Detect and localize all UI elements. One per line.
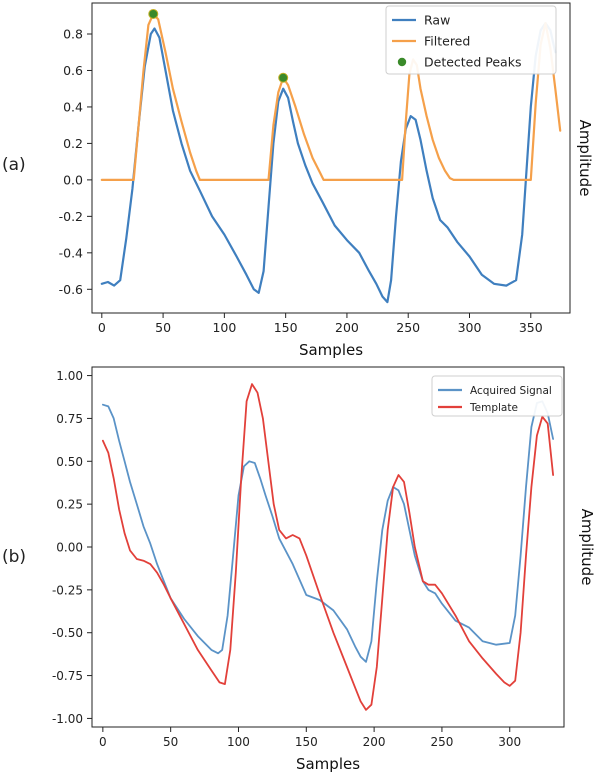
y-axis-label: Amplitude bbox=[576, 120, 594, 197]
x-tick-label: 300 bbox=[498, 735, 521, 749]
detected-peaks-point bbox=[148, 8, 159, 19]
y-tick-label: 1.00 bbox=[56, 369, 83, 383]
legend-frame bbox=[431, 375, 563, 417]
y-tick-label: 0.8 bbox=[63, 27, 83, 42]
y-tick-label: 0.4 bbox=[63, 99, 83, 114]
y-tick-label: 0.50 bbox=[56, 455, 83, 469]
legend: Acquired Signal Template bbox=[431, 375, 563, 417]
template-line bbox=[102, 383, 554, 711]
y-tick-label: -0.4 bbox=[59, 245, 83, 260]
x-tick-label: 100 bbox=[227, 735, 250, 749]
x-tick-label: 50 bbox=[155, 320, 171, 335]
legend-label-filtered: Filtered bbox=[424, 34, 470, 49]
acquired-signal-line bbox=[102, 400, 554, 663]
y-tick-label: -0.75 bbox=[52, 669, 83, 683]
x-tick-label: 200 bbox=[335, 320, 359, 335]
legend-frame bbox=[385, 5, 557, 75]
y-tick-label: -0.25 bbox=[52, 583, 83, 597]
x-tick-label: 0 bbox=[98, 320, 106, 335]
y-tick-label: 0.0 bbox=[63, 172, 83, 187]
y-tick-label: -0.2 bbox=[59, 209, 83, 224]
x-tick-label: 50 bbox=[163, 735, 178, 749]
x-tick-label: 250 bbox=[430, 735, 453, 749]
legend: Raw Filtered Detected Peaks bbox=[385, 5, 557, 75]
raw-line bbox=[100, 22, 557, 304]
legend-label-acquired-signal: Acquired Signal bbox=[470, 385, 552, 397]
x-tick-label: 0 bbox=[99, 735, 107, 749]
detected-peaks-point bbox=[278, 72, 289, 83]
y-tick-label: 0.2 bbox=[63, 136, 83, 151]
data-layer bbox=[102, 383, 554, 711]
panel-label: (a) bbox=[2, 155, 26, 175]
y-tick-label: 0.00 bbox=[56, 541, 83, 555]
x-tick-label: 250 bbox=[396, 320, 420, 335]
x-tick-label: 350 bbox=[519, 320, 543, 335]
panel-label: (b) bbox=[2, 547, 26, 567]
legend-label-template: Template bbox=[469, 402, 518, 414]
plot-area-frame bbox=[91, 2, 571, 314]
x-tick-label: 150 bbox=[295, 735, 318, 749]
chart-panel-b: 0 50 100 150 200 250 300 -1.00 -0.75 -0.50 -0.25 0.… bbox=[2, 366, 596, 773]
y-tick-label: -0.6 bbox=[59, 282, 83, 297]
chart-panel-a: 0 50 100 150 200 250 300 350 -0.6 -0.4 -0.2 0.0 0.2 0… bbox=[2, 2, 594, 359]
y-tick-label: -0.50 bbox=[52, 626, 83, 640]
x-tick-label: 100 bbox=[212, 320, 236, 335]
y-axis-label: Amplitude bbox=[578, 509, 596, 586]
x-tick-label: 300 bbox=[458, 320, 482, 335]
x-tick-label: 150 bbox=[274, 320, 298, 335]
x-axis-label: Samples bbox=[296, 755, 360, 773]
plot-area-frame bbox=[91, 366, 565, 728]
y-tick-label: 0.25 bbox=[56, 498, 83, 512]
x-tick-label: 200 bbox=[363, 735, 386, 749]
x-axis-label: Samples bbox=[299, 341, 363, 359]
legend-label-detected-peaks: Detected Peaks bbox=[424, 55, 521, 70]
filtered-line bbox=[100, 12, 562, 181]
y-tick-label: 0.75 bbox=[56, 412, 83, 426]
legend-swatch-detected-peaks bbox=[397, 57, 407, 67]
y-tick-label: -1.00 bbox=[52, 712, 83, 726]
y-tick-label: 0.6 bbox=[63, 63, 83, 78]
legend-label-raw: Raw bbox=[424, 13, 450, 28]
data-layer bbox=[100, 8, 562, 304]
